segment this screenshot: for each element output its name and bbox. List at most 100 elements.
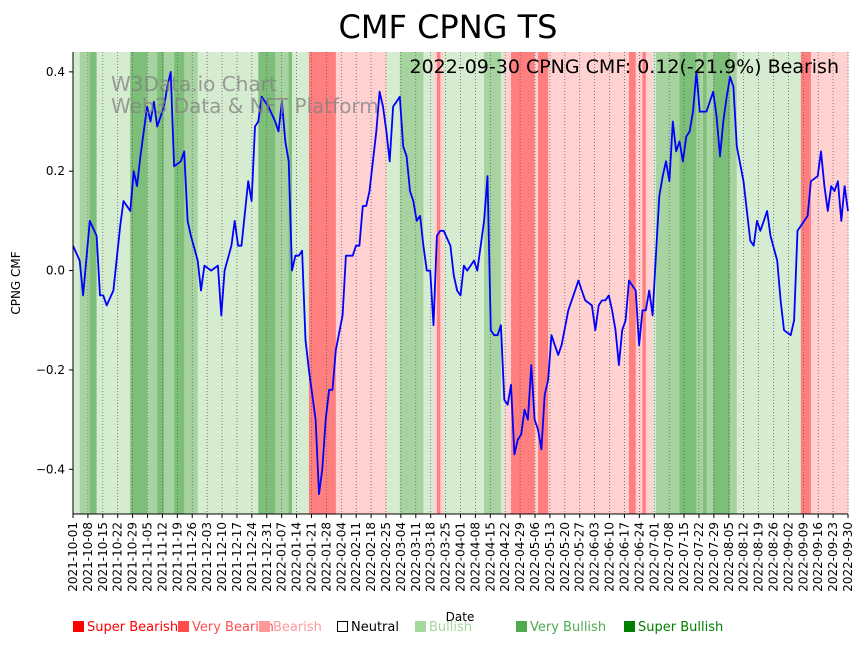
legend-label: Super Bearish <box>87 620 179 635</box>
legend-item: Bearish <box>259 620 322 635</box>
legend-label: Very Bullish <box>530 620 607 635</box>
sentiment-band <box>106 52 125 514</box>
sentiment-band <box>335 52 344 514</box>
x-tick-label: 2022-07-01 <box>647 522 661 592</box>
legend-item: Super Bullish <box>624 620 723 635</box>
sentiment-band <box>423 52 435 514</box>
x-tick-label: 2022-07-08 <box>662 522 676 592</box>
sentiment-band <box>147 52 158 514</box>
x-tick-label: 2022-07-29 <box>707 522 721 592</box>
x-tick-label: 2021-12-03 <box>200 522 214 592</box>
sentiment-band <box>157 52 165 514</box>
x-tick-label: 2022-02-04 <box>334 522 348 592</box>
sentiment-band <box>440 52 445 514</box>
chart-title: CMF CPNG TS <box>339 8 558 46</box>
x-tick-label: 2021-10-08 <box>81 522 95 592</box>
sentiment-band <box>538 52 549 514</box>
sentiment-band <box>497 52 502 514</box>
x-tick-label: 2021-11-19 <box>170 522 184 592</box>
x-tick-label: 2022-04-22 <box>498 522 512 592</box>
sentiment-band <box>645 52 654 514</box>
sentiment-band <box>399 52 418 514</box>
x-tick-label: 2022-03-04 <box>394 522 408 592</box>
x-axis-label: Date <box>446 610 475 624</box>
sentiment-band <box>207 52 236 514</box>
legend-swatch <box>415 621 426 632</box>
sentiment-band <box>130 52 148 514</box>
x-tick-label: 2022-03-11 <box>409 522 423 592</box>
sentiment-bands <box>73 52 849 514</box>
sentiment-band <box>416 52 424 514</box>
x-tick-label: 2022-05-13 <box>543 522 557 592</box>
sentiment-band <box>534 52 539 514</box>
legend-label: Neutral <box>351 620 399 635</box>
legend-label: Bearish <box>273 620 322 635</box>
sentiment-band <box>248 52 259 514</box>
x-tick-label: 2021-12-17 <box>230 522 244 592</box>
legend-item: Very Bearish <box>178 620 274 635</box>
x-tick-label: 2022-01-07 <box>275 522 289 592</box>
sentiment-band <box>308 52 317 514</box>
x-tick-label: 2022-03-18 <box>424 522 438 592</box>
x-tick-label: 2021-10-29 <box>126 522 140 592</box>
legend-item: Bullish <box>415 620 472 635</box>
watermark-text: W3Data.io Chart <box>111 72 277 96</box>
sentiment-band <box>184 52 199 514</box>
sentiment-band <box>362 52 387 514</box>
x-tick-label: 2021-10-15 <box>96 522 110 592</box>
y-tick-label: 0.0 <box>46 264 65 278</box>
x-tick-label: 2021-10-22 <box>111 522 125 592</box>
sentiment-band <box>511 52 536 514</box>
x-tick-label: 2022-02-25 <box>379 522 393 592</box>
sentiment-band <box>241 52 249 514</box>
x-tick-label: 2021-11-12 <box>155 522 169 592</box>
sentiment-band <box>706 52 714 514</box>
sentiment-band <box>234 52 242 514</box>
y-axis-label: CPNG CMF <box>9 251 23 314</box>
sentiment-band <box>436 52 441 514</box>
sentiment-band <box>800 52 812 514</box>
sentiment-band <box>83 52 91 514</box>
sentiment-band <box>713 52 731 514</box>
x-tick-label: 2022-01-28 <box>319 522 333 592</box>
sentiment-band <box>655 52 681 514</box>
legend-label: Bullish <box>429 620 473 635</box>
x-tick-label: 2022-05-20 <box>558 522 572 592</box>
x-tick-label: 2021-10-01 <box>66 522 80 592</box>
sentiment-band <box>642 52 647 514</box>
cmf-line <box>72 71 849 495</box>
legend-swatch <box>337 621 348 632</box>
sentiment-band <box>484 52 499 514</box>
legend-item: Neutral <box>337 620 399 635</box>
sentiment-band <box>386 52 394 514</box>
sentiment-band <box>443 52 485 514</box>
y-tick-label: 0.4 <box>46 65 65 79</box>
x-tick-label: 2022-07-15 <box>677 522 691 592</box>
axes-layer <box>69 52 849 518</box>
x-tick-label: 2022-01-21 <box>304 522 318 592</box>
x-tick-label: 2021-12-24 <box>245 522 259 592</box>
sentiment-band <box>163 52 175 514</box>
legend-item: Super Bearish <box>73 620 178 635</box>
sentiment-band <box>612 52 630 514</box>
x-tick-label: 2021-12-31 <box>260 522 274 592</box>
sentiment-band <box>703 52 707 514</box>
sentiment-band <box>730 52 738 514</box>
sentiment-band <box>292 52 300 514</box>
x-tick-label: 2022-09-09 <box>796 522 810 592</box>
watermark-text: Web3 Data & NFT Platform <box>111 94 379 118</box>
legend-swatch <box>178 621 189 632</box>
x-tick-label: 2021-11-05 <box>141 522 155 592</box>
x-tick-label: 2022-05-27 <box>573 522 587 592</box>
sentiment-band <box>275 52 290 514</box>
x-tick-label: 2022-03-25 <box>439 522 453 592</box>
legend-item: Very Bullish <box>516 620 606 635</box>
sentiment-band <box>89 52 98 514</box>
series-layer <box>72 71 849 495</box>
x-tick-label: 2022-04-08 <box>468 522 482 592</box>
legend-swatch <box>259 621 270 632</box>
x-tick-label: 2022-09-30 <box>841 522 855 592</box>
legend-swatch <box>624 621 635 632</box>
